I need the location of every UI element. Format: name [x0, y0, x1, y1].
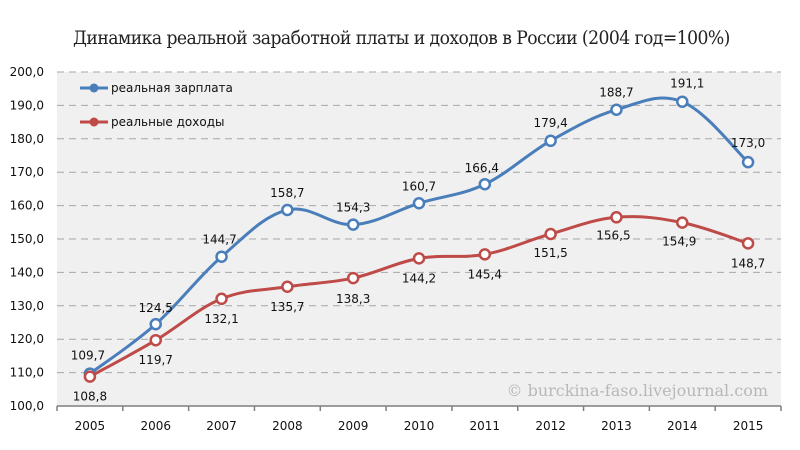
- y-tick-label: 120,0: [10, 332, 44, 346]
- data-point-marker: [478, 248, 492, 261]
- x-tick-label: 2014: [667, 419, 698, 433]
- data-point-marker: [149, 317, 162, 331]
- data-label: 154,3: [336, 201, 370, 215]
- y-tick-label: 100,0: [10, 399, 44, 413]
- x-tick-label: 2009: [338, 419, 369, 433]
- data-point-marker: [346, 218, 360, 231]
- y-tick-label: 110,0: [10, 366, 44, 380]
- data-point-marker: [83, 370, 97, 383]
- data-label: 145,4: [468, 267, 502, 281]
- data-label: 148,7: [731, 256, 765, 270]
- data-label: 160,7: [402, 179, 436, 193]
- series-wages: 109,7 124,5 144,7 158,7 154,3 160,7 166,4 179,4…: [71, 77, 765, 380]
- chart-title: Динамика реальной заработной платы и дох…: [72, 28, 730, 49]
- data-point-marker: [215, 292, 228, 306]
- data-label: 144,7: [202, 233, 236, 247]
- data-point-marker: [478, 177, 492, 191]
- data-label: 158,7: [270, 186, 304, 200]
- y-axis-ticks: 100,0 110,0 120,0 130,0 140,0 150,0 160,0 170,0…: [10, 65, 44, 413]
- y-tick-label: 140,0: [10, 265, 44, 279]
- data-point-marker: [412, 252, 426, 265]
- legend-item: реальная зарплата: [80, 81, 233, 95]
- x-tick-label: 2012: [535, 419, 566, 433]
- series-lines: 109,7 124,5 144,7 158,7 154,3 160,7 166,4 179,4…: [71, 77, 766, 404]
- data-point-marker: [676, 216, 689, 229]
- legend-marker-icon: [89, 117, 99, 127]
- data-label: 138,3: [336, 292, 370, 306]
- data-label: 173,0: [731, 136, 765, 150]
- x-tick-label: 2015: [733, 419, 764, 433]
- data-label: 166,4: [465, 161, 499, 175]
- x-axis: 2005 2006 2007 2008 2009 2010 2011 2012 2013 2014…: [56, 405, 782, 433]
- data-point-marker: [544, 227, 557, 241]
- data-label: 151,5: [533, 246, 567, 260]
- data-point-marker: [149, 333, 162, 347]
- data-point-marker: [610, 211, 623, 224]
- x-tick-label: 2007: [206, 419, 237, 433]
- x-tick-label: 2005: [75, 419, 106, 433]
- series-income: 108,8 119,7 132,1 135,7 138,3 144,2 145,4 151,5…: [73, 211, 765, 404]
- data-point-marker: [676, 95, 689, 108]
- data-point-marker: [610, 103, 623, 116]
- data-label: 135,7: [270, 300, 304, 314]
- data-label: 132,1: [204, 312, 238, 326]
- data-point-marker: [741, 155, 755, 169]
- y-tick-label: 130,0: [10, 299, 44, 313]
- data-label: 188,7: [599, 86, 633, 100]
- data-label: 156,5: [596, 228, 630, 242]
- data-label: 179,4: [533, 116, 567, 130]
- data-label: 124,5: [139, 301, 173, 315]
- y-tick-label: 170,0: [10, 165, 44, 179]
- data-point-marker: [741, 237, 755, 250]
- y-tick-label: 200,0: [10, 65, 44, 79]
- legend-item: реальные доходы: [80, 115, 224, 129]
- data-label: 154,9: [662, 235, 696, 249]
- data-point-marker: [215, 250, 228, 263]
- legend-marker-icon: [89, 83, 99, 93]
- data-point-marker: [281, 203, 294, 217]
- x-tick-label: 2013: [601, 419, 632, 433]
- x-tick-label: 2006: [140, 419, 171, 433]
- data-point-marker: [346, 271, 360, 285]
- watermark: © burckina-faso.livejournal.com: [506, 381, 768, 400]
- data-label: 109,7: [71, 349, 105, 363]
- legend: реальная зарплата реальные доходы: [80, 81, 233, 129]
- x-tick-label: 2011: [470, 419, 501, 433]
- legend-label: реальные доходы: [111, 115, 224, 129]
- data-label: 119,7: [139, 353, 173, 367]
- legend-label: реальная зарплата: [111, 81, 233, 95]
- y-tick-label: 190,0: [10, 98, 44, 112]
- data-point-marker: [412, 197, 426, 210]
- x-tick-label: 2008: [272, 419, 303, 433]
- y-tick-label: 150,0: [10, 232, 44, 246]
- data-label: 191,1: [670, 77, 704, 91]
- y-tick-label: 160,0: [10, 199, 44, 213]
- data-point-marker: [544, 134, 557, 148]
- data-label: 144,2: [402, 271, 436, 285]
- data-point-marker: [281, 280, 294, 294]
- y-tick-label: 180,0: [10, 132, 44, 146]
- data-label: 108,8: [73, 390, 107, 404]
- x-tick-label: 2010: [404, 419, 435, 433]
